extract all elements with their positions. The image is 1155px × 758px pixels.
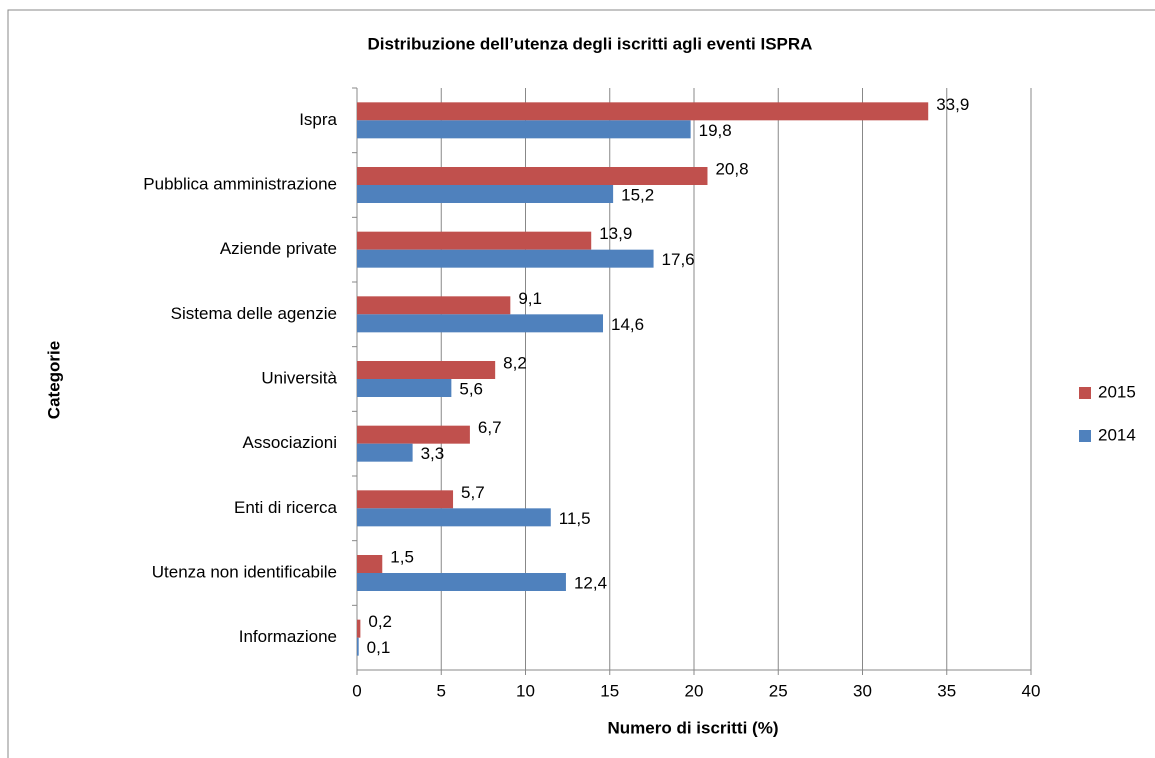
data-label: 17,6 [662,250,695,269]
x-tick-label: 35 [937,681,956,700]
data-label: 12,4 [574,573,607,592]
bar [357,619,361,638]
bar [357,249,654,268]
bar [357,314,604,333]
x-tick-label: 25 [769,681,788,700]
bar [357,296,511,315]
bar [357,508,551,527]
bar [357,379,452,397]
bar [357,120,691,139]
data-label: 6,7 [478,418,502,437]
bar [357,490,454,509]
legend-label: 2014 [1098,425,1136,444]
bar [357,637,359,656]
x-tick-label: 10 [516,681,535,700]
data-label: 3,3 [421,444,445,463]
bar [357,555,383,573]
data-label: 0,2 [368,612,392,631]
y-tick-label: Pubblica amministrazione [143,174,337,193]
x-tick-label: 40 [1022,681,1041,700]
legend-swatch [1079,387,1091,399]
legend-swatch [1079,430,1091,442]
y-tick-label: Università [261,368,337,387]
bar [357,425,470,444]
data-label: 19,8 [699,121,732,140]
data-label: 20,8 [715,159,748,178]
data-label: 8,2 [503,353,527,372]
bar [357,231,592,250]
bar [357,361,496,379]
y-tick-label: Associazioni [243,433,338,452]
y-tick-label: Ispra [299,110,337,129]
y-tick-label: Informazione [239,627,337,646]
bar [357,573,566,591]
data-label: 9,1 [518,289,542,308]
data-label: 13,9 [599,224,632,243]
chart-frame [7,9,1155,758]
x-tick-label: 20 [685,681,704,700]
x-tick-label: 0 [352,681,361,700]
data-label: 15,2 [621,185,654,204]
data-label: 33,9 [936,95,969,114]
data-label: 0,1 [367,638,391,657]
y-tick-label: Sistema delle agenzie [171,304,337,323]
data-label: 11,5 [559,509,591,528]
y-tick-label: Aziende private [220,239,337,258]
x-axis-title: Numero di iscritti (%) [608,718,779,737]
chart-title: Distribuzione dell’utenza degli iscritti… [368,34,813,53]
bar [357,185,614,203]
legend-label: 2015 [1098,382,1136,401]
x-tick-label: 30 [853,681,872,700]
bar [357,443,413,462]
y-tick-label: Enti di ricerca [234,498,338,517]
bar [357,102,929,121]
data-label: 1,5 [390,547,414,566]
data-label: 5,7 [461,483,485,502]
y-axis-title: Categorie [44,341,63,419]
data-label: 14,6 [611,315,644,334]
x-tick-label: 15 [600,681,619,700]
data-label: 5,6 [459,379,483,398]
bar [357,167,708,185]
y-tick-label: Utenza non identificabile [152,562,337,581]
x-tick-label: 5 [437,681,446,700]
